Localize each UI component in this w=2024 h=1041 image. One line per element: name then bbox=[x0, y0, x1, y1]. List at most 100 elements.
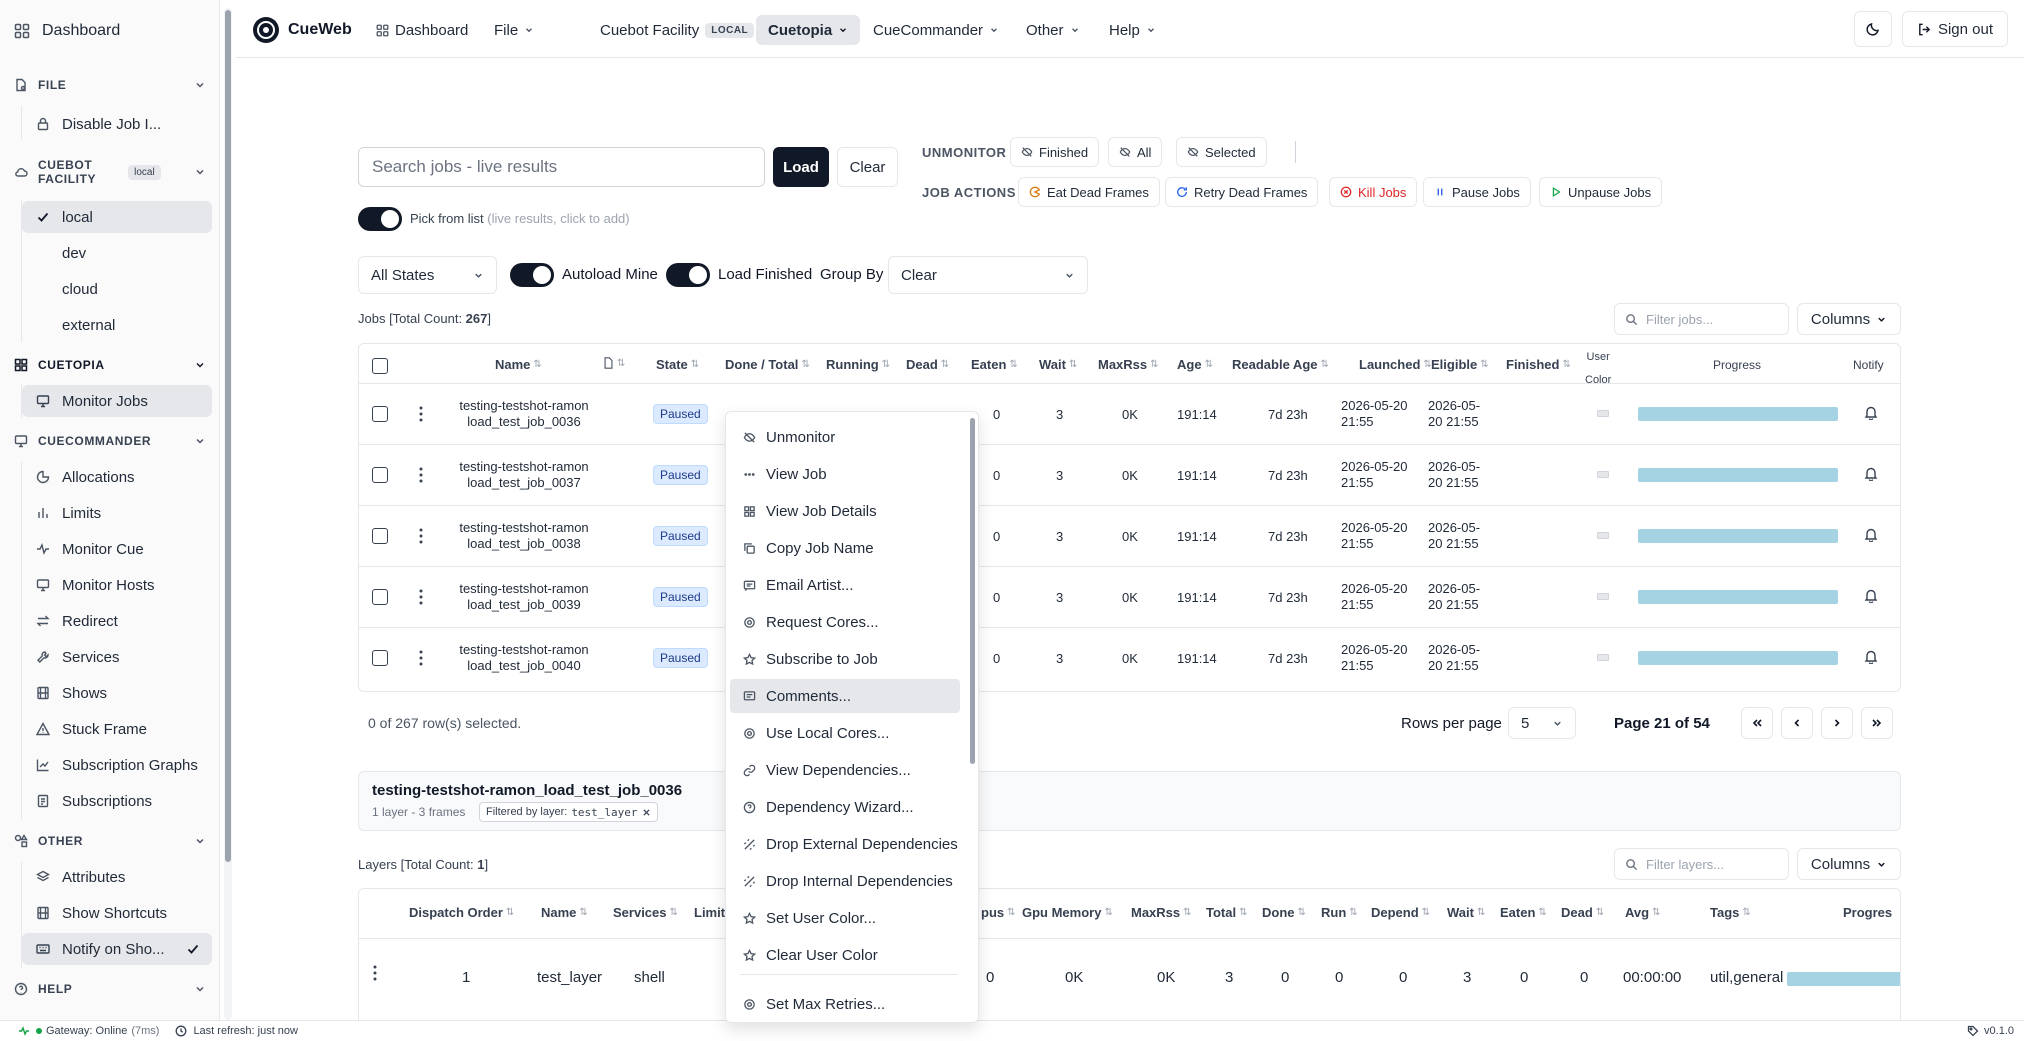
menu-item-view-job-details[interactable]: View Job Details bbox=[730, 494, 960, 528]
filter-layers-input[interactable]: Filter layers... bbox=[1614, 848, 1789, 880]
col-layer-wait[interactable]: Wait ⇅ bbox=[1447, 905, 1486, 920]
nav-cuebot-facility[interactable]: Cuebot Facility LOCAL bbox=[592, 16, 786, 44]
menu-item-comments[interactable]: Comments... bbox=[730, 679, 960, 713]
next-page-button[interactable] bbox=[1821, 707, 1853, 739]
sidebar-item-attributes[interactable]: Attributes bbox=[22, 861, 212, 893]
menu-item-clear-user-color[interactable]: Clear User Color bbox=[730, 938, 960, 972]
sidebar-item-shows[interactable]: Shows bbox=[22, 677, 212, 709]
col-dispatch-order[interactable]: Dispatch Order ⇅ bbox=[409, 905, 515, 920]
prev-page-button[interactable] bbox=[1781, 707, 1813, 739]
col-depend[interactable]: Depend ⇅ bbox=[1371, 905, 1431, 920]
menu-item-view-job[interactable]: View Job bbox=[730, 457, 960, 491]
nav-file[interactable]: File bbox=[486, 16, 542, 44]
col-eligible[interactable]: Eligible ⇅ bbox=[1431, 357, 1489, 372]
sign-out-button[interactable]: Sign out bbox=[1902, 11, 2008, 47]
col-done-total[interactable]: Done / Total ⇅ bbox=[725, 357, 810, 372]
state-filter-select[interactable]: All States bbox=[358, 256, 497, 294]
group-by-select[interactable]: Clear bbox=[888, 256, 1088, 294]
unmonitor-selected-button[interactable]: Selected bbox=[1176, 137, 1267, 167]
user-color-swatch[interactable] bbox=[1597, 593, 1609, 600]
row-menu-button[interactable] bbox=[419, 406, 423, 422]
theme-toggle-button[interactable] bbox=[1854, 11, 1892, 47]
sidebar-item-local[interactable]: local bbox=[22, 201, 212, 233]
pause-jobs-button[interactable]: Pause Jobs bbox=[1423, 177, 1531, 207]
menu-item-dependency-wizard[interactable]: Dependency Wizard... bbox=[730, 790, 960, 824]
bell-icon[interactable] bbox=[1864, 466, 1878, 481]
col-tags[interactable]: Tags ⇅ bbox=[1710, 905, 1751, 920]
col-wait[interactable]: Wait ⇅ bbox=[1039, 357, 1078, 372]
sidebar-item-monitor-cue[interactable]: Monitor Cue bbox=[22, 533, 212, 565]
menu-item-drop-external-dependencies[interactable]: Drop External Dependencies bbox=[730, 827, 960, 861]
col-running[interactable]: Running ⇅ bbox=[826, 357, 891, 372]
jobs-columns-button[interactable]: Columns bbox=[1797, 303, 1901, 335]
col-name[interactable]: Name ⇅ bbox=[495, 357, 542, 372]
col-layer-eaten[interactable]: Eaten ⇅ bbox=[1500, 905, 1547, 920]
unmonitor-all-button[interactable]: All bbox=[1108, 137, 1163, 167]
col-layer-name[interactable]: Name ⇅ bbox=[541, 905, 588, 920]
sidebar-group-cuetopia[interactable]: CUETOPIA bbox=[14, 358, 206, 372]
sidebar-item-show-shortcuts[interactable]: Show Shortcuts bbox=[22, 897, 212, 929]
unpause-jobs-button[interactable]: Unpause Jobs bbox=[1539, 177, 1663, 207]
clear-button[interactable]: Clear bbox=[837, 147, 898, 187]
menu-item-drop-internal-dependencies[interactable]: Drop Internal Dependencies bbox=[730, 864, 960, 898]
sidebar-group-cuecommander[interactable]: CUECOMMANDER bbox=[14, 434, 206, 448]
col-done[interactable]: Done ⇅ bbox=[1262, 905, 1306, 920]
first-page-button[interactable] bbox=[1741, 707, 1773, 739]
menu-item-subscribe-to-job[interactable]: Subscribe to Job bbox=[730, 642, 960, 676]
bell-icon[interactable] bbox=[1864, 405, 1878, 420]
col-total[interactable]: Total ⇅ bbox=[1206, 905, 1248, 920]
kill-jobs-button[interactable]: Kill Jobs bbox=[1329, 177, 1418, 207]
unmonitor-finished-button[interactable]: Finished bbox=[1010, 137, 1100, 167]
col-gpu-memory[interactable]: Gpu Memory ⇅ bbox=[1022, 905, 1113, 920]
table-row[interactable]: testing-testshot-ramon load_test_job_004… bbox=[359, 627, 1900, 688]
sidebar-item-allocations[interactable]: Allocations bbox=[22, 461, 212, 493]
col-age[interactable]: Age ⇅ bbox=[1177, 357, 1213, 372]
col-maxrss[interactable]: MaxRss ⇅ bbox=[1098, 357, 1159, 372]
user-color-swatch[interactable] bbox=[1597, 654, 1609, 661]
menu-item-email-artist[interactable]: Email Artist... bbox=[730, 568, 960, 602]
sidebar-item-dev[interactable]: dev bbox=[22, 237, 212, 269]
sidebar-group-cuebot-facility[interactable]: CUEBOT FACILITY local bbox=[14, 158, 206, 186]
menu-item-set-user-color[interactable]: Set User Color... bbox=[730, 901, 960, 935]
autoload-mine-toggle[interactable] bbox=[510, 263, 554, 287]
close-icon[interactable] bbox=[642, 808, 651, 817]
row-checkbox[interactable] bbox=[372, 406, 388, 422]
col-launched[interactable]: Launched ⇅ bbox=[1359, 357, 1432, 372]
search-input[interactable]: Search jobs - live results bbox=[358, 147, 765, 187]
nav-cuetopia[interactable]: Cuetopia bbox=[756, 15, 861, 45]
sidebar-group-help[interactable]: HELP bbox=[14, 982, 206, 996]
col-gpus[interactable]: pus ⇅ bbox=[981, 905, 1016, 920]
user-color-swatch[interactable] bbox=[1597, 410, 1609, 417]
eat-dead-frames-button[interactable]: Eat Dead Frames bbox=[1018, 177, 1160, 207]
sidebar-item-services[interactable]: Services bbox=[22, 641, 212, 673]
col-dead[interactable]: Dead ⇅ bbox=[906, 357, 950, 372]
sidebar-group-file[interactable]: FILE bbox=[14, 78, 206, 92]
menu-item-request-cores[interactable]: Request Cores... bbox=[730, 605, 960, 639]
load-finished-toggle[interactable] bbox=[666, 263, 710, 287]
sidebar-item-subscriptions[interactable]: Subscriptions bbox=[22, 785, 212, 817]
sidebar-dashboard-link[interactable]: Dashboard bbox=[14, 22, 120, 40]
sidebar-scrollbar-thumb[interactable] bbox=[225, 10, 231, 862]
sidebar-item-disable-job[interactable]: Disable Job I... bbox=[22, 108, 212, 140]
row-checkbox[interactable] bbox=[372, 467, 388, 483]
bell-icon[interactable] bbox=[1864, 588, 1878, 603]
sidebar-item-limits[interactable]: Limits bbox=[22, 497, 212, 529]
col-readable-age[interactable]: Readable Age ⇅ bbox=[1232, 357, 1329, 372]
row-menu-button[interactable] bbox=[419, 589, 423, 605]
layer-row-menu-button[interactable] bbox=[373, 965, 377, 981]
sidebar-item-notify-on-shows[interactable]: Notify on Sho... bbox=[22, 933, 212, 965]
filter-jobs-input[interactable]: Filter jobs... bbox=[1614, 303, 1789, 335]
col-avg[interactable]: Avg ⇅ bbox=[1625, 905, 1661, 920]
table-row[interactable]: testing-testshot-ramon load_test_job_003… bbox=[359, 505, 1900, 566]
table-row[interactable]: 1 test_layer shell 0 0K 0K 3 0 0 0 3 0 0… bbox=[359, 938, 1900, 1015]
nav-cuecommander[interactable]: CueCommander bbox=[865, 16, 1007, 44]
menu-item-view-dependencies[interactable]: View Dependencies... bbox=[730, 753, 960, 787]
table-row[interactable]: testing-testshot-ramon load_test_job_003… bbox=[359, 566, 1900, 627]
sidebar-item-subscription-graphs[interactable]: Subscription Graphs bbox=[22, 749, 212, 781]
user-color-swatch[interactable] bbox=[1597, 471, 1609, 478]
rows-per-page-select[interactable]: 5 bbox=[1508, 707, 1576, 739]
col-layer-maxrss[interactable]: MaxRss ⇅ bbox=[1131, 905, 1192, 920]
menu-item-unmonitor[interactable]: Unmonitor bbox=[730, 420, 960, 454]
load-button[interactable]: Load bbox=[773, 147, 829, 187]
sidebar-item-stuck-frame[interactable]: Stuck Frame bbox=[22, 713, 212, 745]
